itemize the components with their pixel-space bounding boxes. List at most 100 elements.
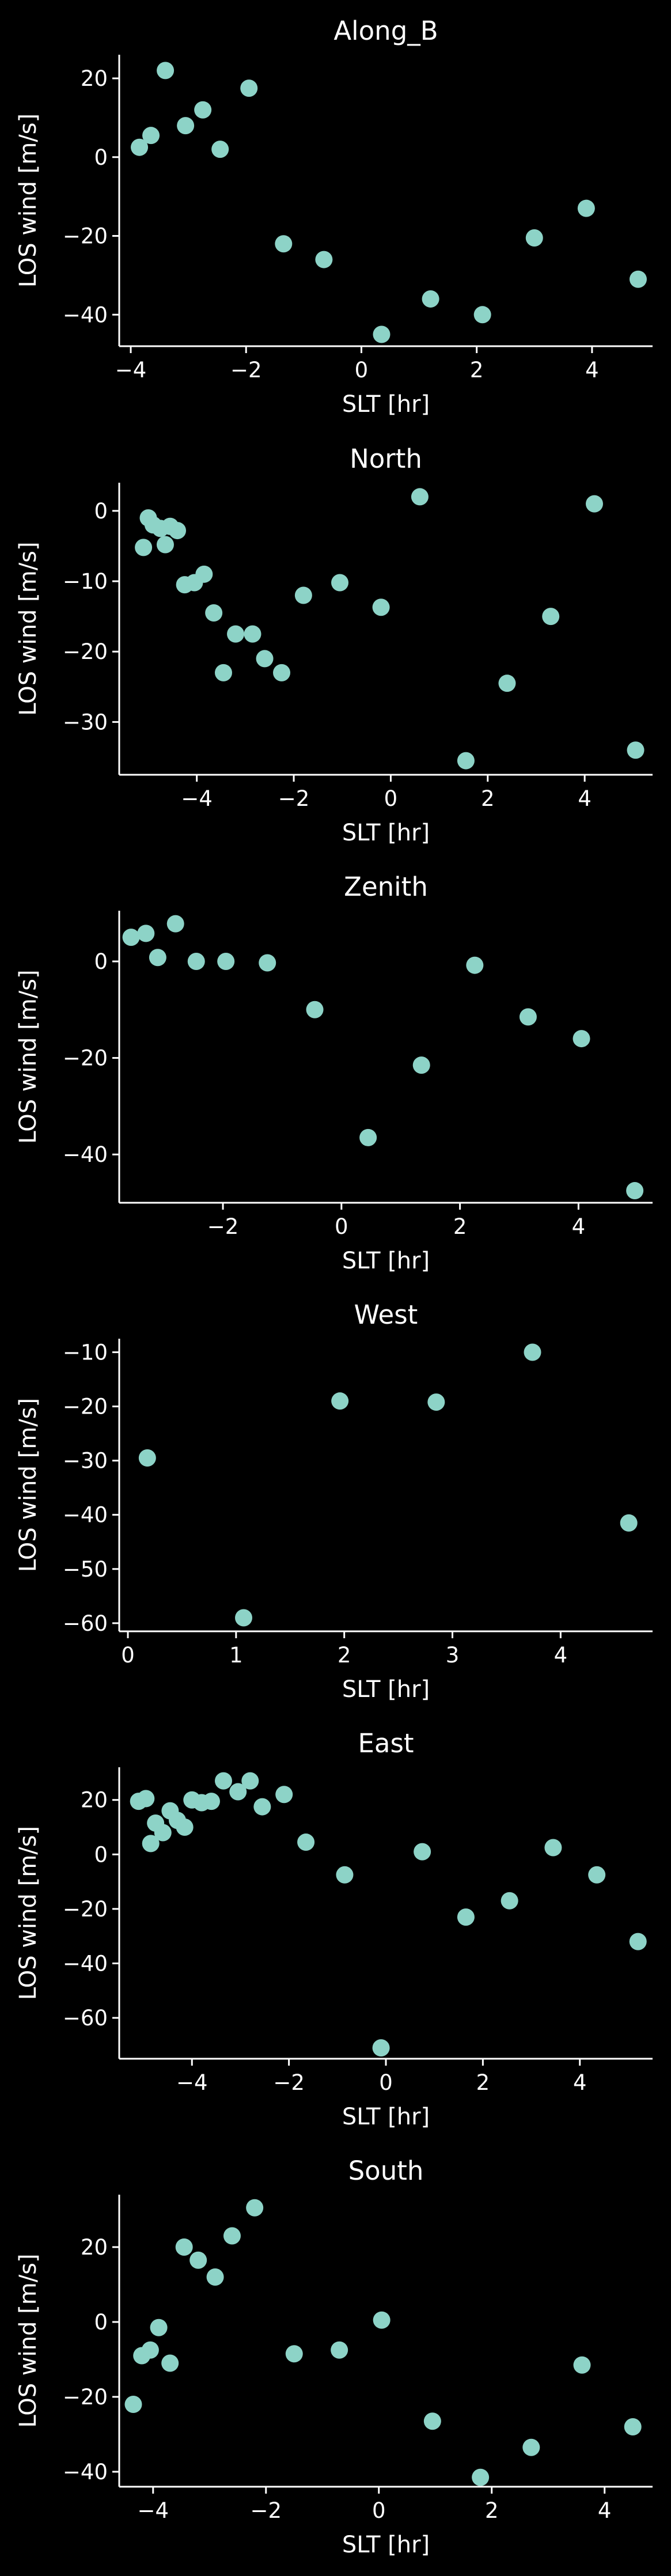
y-tick-label: −30 bbox=[63, 710, 108, 734]
data-point bbox=[176, 1819, 194, 1836]
y-tick-label: 0 bbox=[94, 145, 108, 170]
data-point bbox=[627, 741, 645, 759]
data-point bbox=[336, 1866, 354, 1884]
x-tick-label: −2 bbox=[278, 786, 310, 811]
data-point bbox=[256, 650, 274, 668]
x-tick-label: 1 bbox=[229, 1643, 243, 1668]
data-point bbox=[423, 2412, 441, 2430]
y-axis-label: LOS wind [m/s] bbox=[15, 541, 41, 715]
data-point bbox=[573, 2356, 591, 2374]
data-point bbox=[235, 1609, 253, 1627]
data-point bbox=[223, 2227, 241, 2245]
data-point bbox=[294, 586, 312, 604]
data-point bbox=[373, 2311, 391, 2329]
data-point bbox=[137, 1790, 155, 1808]
data-point bbox=[427, 1393, 445, 1411]
x-tick-label: −4 bbox=[181, 786, 213, 811]
x-tick-label: −2 bbox=[250, 2498, 282, 2523]
x-tick-label: −4 bbox=[138, 2498, 169, 2523]
data-point bbox=[138, 1449, 156, 1467]
panel-title: Along_B bbox=[333, 16, 438, 46]
data-point bbox=[141, 2341, 159, 2359]
data-point bbox=[585, 495, 603, 513]
data-point bbox=[150, 2319, 168, 2336]
x-tick-label: 0 bbox=[379, 2070, 393, 2095]
data-point bbox=[161, 2354, 179, 2372]
data-point bbox=[629, 270, 647, 288]
x-tick-label: 2 bbox=[470, 358, 484, 382]
x-tick-label: 0 bbox=[355, 358, 369, 382]
x-tick-label: 0 bbox=[335, 1214, 348, 1239]
data-point bbox=[588, 1866, 606, 1884]
data-point bbox=[157, 62, 175, 79]
y-axis-label: LOS wind [m/s] bbox=[15, 2253, 41, 2427]
data-point bbox=[149, 949, 166, 967]
data-point bbox=[411, 488, 429, 506]
y-tick-label: −40 bbox=[63, 2460, 108, 2484]
panel-title: West bbox=[354, 1300, 418, 1330]
data-point bbox=[169, 522, 187, 540]
data-point bbox=[156, 536, 174, 554]
data-point bbox=[414, 1843, 431, 1861]
x-axis-label: SLT [hr] bbox=[342, 2104, 430, 2130]
data-point bbox=[285, 2345, 303, 2363]
data-point bbox=[624, 2418, 642, 2435]
y-tick-label: −20 bbox=[63, 1046, 108, 1071]
data-point bbox=[542, 608, 560, 626]
data-point bbox=[175, 2238, 193, 2256]
panel-title: South bbox=[348, 2155, 424, 2186]
y-tick-label: −50 bbox=[63, 1557, 108, 1582]
data-point bbox=[229, 1783, 247, 1801]
x-tick-label: 0 bbox=[372, 2498, 386, 2523]
y-tick-label: −40 bbox=[63, 302, 108, 327]
data-point bbox=[331, 1392, 349, 1410]
y-tick-label: −40 bbox=[63, 1503, 108, 1528]
panel-title: East bbox=[358, 1728, 414, 1759]
y-tick-label: −40 bbox=[63, 1951, 108, 1976]
data-point bbox=[522, 2438, 540, 2456]
data-point bbox=[359, 1128, 377, 1146]
x-tick-label: 2 bbox=[485, 2498, 499, 2523]
data-point bbox=[273, 664, 291, 681]
data-point bbox=[331, 574, 349, 592]
x-tick-label: 0 bbox=[121, 1643, 135, 1668]
data-point bbox=[524, 1343, 541, 1361]
y-tick-label: −20 bbox=[63, 2385, 108, 2410]
x-tick-label: −4 bbox=[115, 358, 147, 382]
data-point bbox=[275, 235, 293, 253]
data-point bbox=[525, 229, 543, 247]
y-tick-label: −10 bbox=[63, 569, 108, 594]
x-tick-label: −4 bbox=[176, 2070, 208, 2095]
y-axis-label: LOS wind [m/s] bbox=[15, 113, 41, 287]
x-axis-label: SLT [hr] bbox=[342, 2532, 430, 2558]
data-point bbox=[372, 2039, 390, 2057]
data-point bbox=[544, 1839, 562, 1857]
x-tick-label: 2 bbox=[476, 2070, 490, 2095]
data-point bbox=[246, 2199, 264, 2217]
x-tick-label: 0 bbox=[384, 786, 398, 811]
data-point bbox=[501, 1892, 518, 1910]
data-point bbox=[142, 127, 160, 145]
data-point bbox=[626, 1182, 644, 1200]
data-point bbox=[577, 199, 595, 217]
data-point bbox=[187, 952, 205, 970]
data-point bbox=[189, 2251, 207, 2269]
data-point bbox=[519, 1008, 537, 1026]
data-point bbox=[137, 925, 155, 942]
data-point bbox=[472, 2468, 490, 2486]
data-point bbox=[227, 625, 245, 643]
data-point bbox=[206, 2268, 224, 2286]
data-point bbox=[473, 306, 491, 324]
data-point bbox=[154, 1824, 172, 1842]
data-point bbox=[457, 1908, 475, 1926]
data-point bbox=[177, 117, 195, 135]
data-point bbox=[259, 954, 276, 972]
x-tick-label: −2 bbox=[273, 2070, 305, 2095]
x-tick-label: 2 bbox=[481, 786, 495, 811]
data-point bbox=[629, 1933, 647, 1950]
data-point bbox=[315, 251, 333, 268]
y-tick-label: −20 bbox=[63, 224, 108, 249]
